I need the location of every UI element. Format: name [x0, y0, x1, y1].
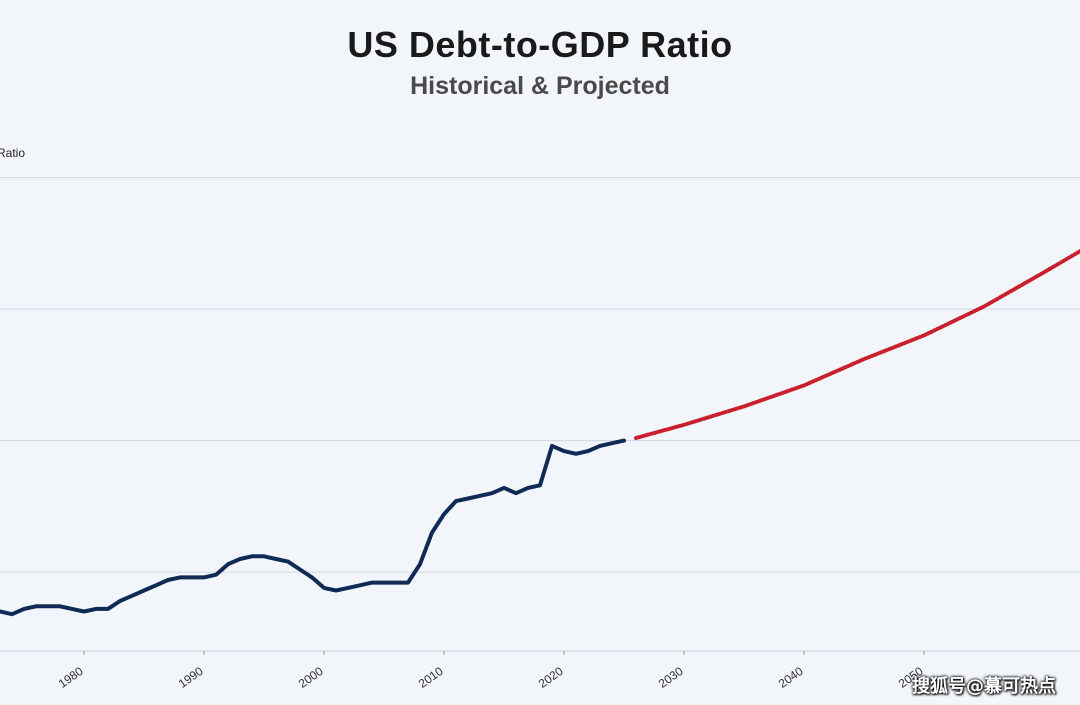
chart-subtitle: Historical & Projected	[410, 72, 670, 100]
series-line-historical	[0, 438, 626, 617]
x-tick-label-2030: 2030	[656, 664, 686, 691]
x-tick-label-2000: 2000	[296, 664, 326, 691]
y-axis-label: Ratio	[0, 146, 26, 160]
chart-title: US Debt-to-GDP Ratio	[347, 24, 733, 65]
x-tick-label-1980: 1980	[56, 664, 86, 691]
x-tick-label-2040: 2040	[776, 664, 806, 691]
series-line-projected	[634, 249, 1080, 440]
x-tick-label-1990: 1990	[176, 664, 206, 691]
x-tick-label-2010: 2010	[416, 664, 446, 691]
x-tick-label-2020: 2020	[536, 664, 566, 691]
watermark-text: 搜狐号@慕可热点	[912, 676, 1056, 697]
